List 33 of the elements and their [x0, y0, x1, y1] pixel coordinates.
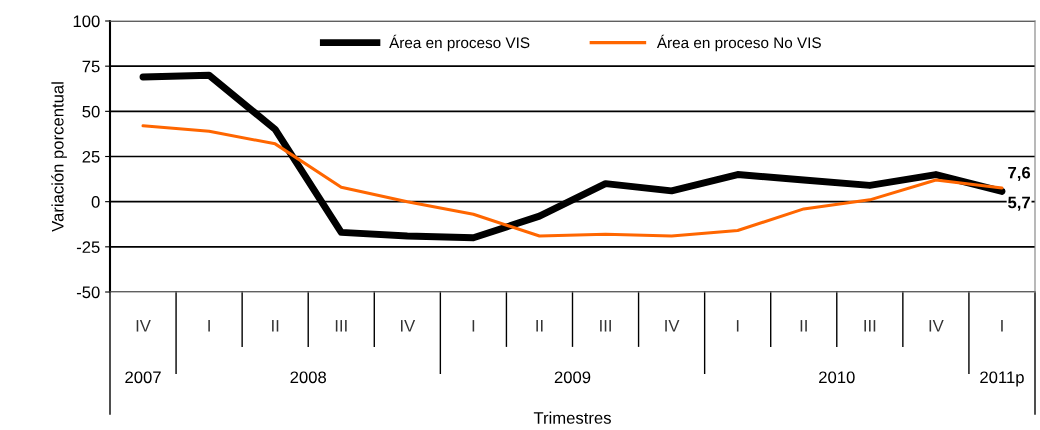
- x-tick-label: IV: [400, 320, 416, 332]
- x-tick-label: I: [1001, 320, 1003, 332]
- y-axis-title: Variación porcentual: [51, 82, 67, 232]
- text: 2009: [554, 371, 591, 384]
- y-tick-label: -25: [76, 241, 100, 254]
- legend-label: Área en proceso No VIS: [656, 34, 821, 52]
- line-series: [141, 124, 1004, 238]
- text: 2008: [290, 371, 327, 384]
- x-tick-label: III: [864, 320, 876, 332]
- y-tick-label: 25: [82, 150, 100, 163]
- x-tick-label: IV: [665, 320, 680, 332]
- x-tick-label: II: [536, 320, 543, 332]
- data-label: 7,6: [1008, 166, 1031, 181]
- x-tick-label: III: [335, 320, 347, 332]
- y-tick-label: 75: [82, 60, 100, 73]
- x-tick-label: I: [472, 320, 475, 332]
- x-tick-label: I: [736, 320, 739, 332]
- x-tick-label: II: [272, 320, 279, 332]
- x-tick-label: I: [208, 320, 210, 332]
- text: 2010: [819, 371, 855, 384]
- x-tick-label: IV: [929, 320, 944, 332]
- x-tick-label: IV: [136, 320, 151, 332]
- x-tick-label: III: [600, 320, 611, 332]
- y-tick-label: 50: [82, 105, 100, 118]
- y-tick-label: 0: [91, 196, 100, 208]
- text: 2007: [125, 371, 161, 384]
- x-tick-label: II: [800, 320, 807, 332]
- legend-label: Área en proceso VIS: [389, 34, 530, 52]
- x-axis-title: Trimestres: [533, 411, 611, 424]
- y-tick-label: 100: [73, 15, 100, 28]
- y-tick-label: -50: [76, 286, 100, 299]
- text: 2011p: [980, 371, 1024, 387]
- data-label: 5,7: [1008, 196, 1030, 211]
